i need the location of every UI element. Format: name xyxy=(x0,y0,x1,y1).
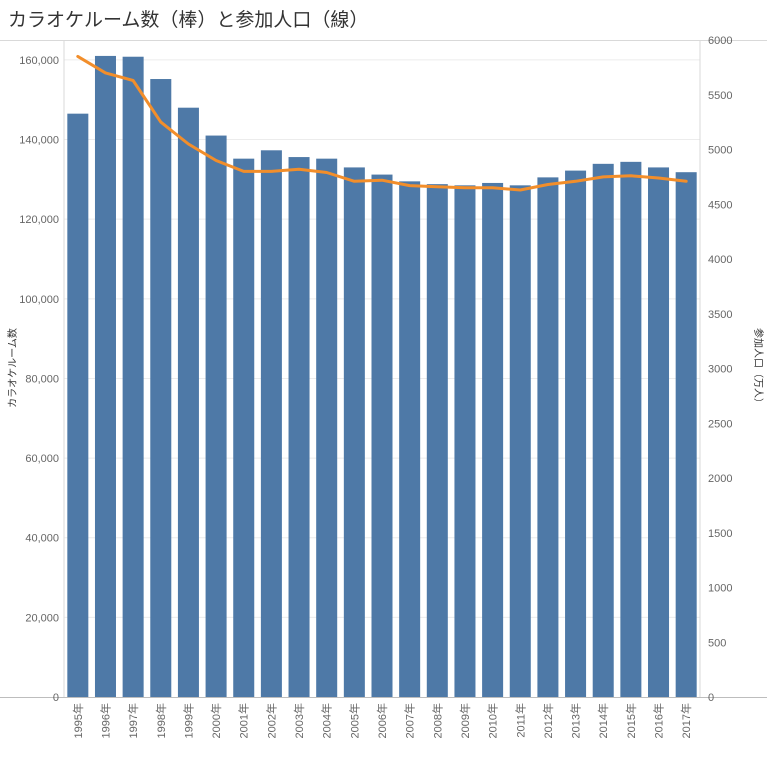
title-divider xyxy=(0,40,767,41)
x-tick-label: 1998年 xyxy=(154,703,168,738)
bar xyxy=(482,182,504,697)
left-tick-label: 40,000 xyxy=(25,533,59,545)
x-tick-label: 2016年 xyxy=(652,703,666,738)
right-tick-label: 5000 xyxy=(708,145,732,157)
x-tick-label: 1999年 xyxy=(181,703,195,738)
x-tick-label: 2012年 xyxy=(541,703,555,738)
right-tick-label: 1500 xyxy=(708,528,732,540)
bar xyxy=(509,185,531,697)
left-tick-label: 100,000 xyxy=(19,294,59,306)
bar xyxy=(205,135,227,698)
bar xyxy=(233,158,255,697)
x-tick-label: 2015年 xyxy=(624,703,638,738)
bar xyxy=(565,170,587,697)
x-tick-label: 2001年 xyxy=(237,703,251,738)
bar xyxy=(316,158,338,697)
left-tick-label: 0 xyxy=(53,692,59,704)
x-tick-label: 1995年 xyxy=(71,703,85,738)
left-tick-label: 120,000 xyxy=(19,214,59,226)
bar xyxy=(399,181,421,697)
bar xyxy=(454,185,476,697)
left-axis-title: カラオケルーム数 xyxy=(6,328,19,408)
x-tick-label: 2004年 xyxy=(320,703,334,738)
right-tick-label: 4000 xyxy=(708,254,732,266)
left-tick-label: 20,000 xyxy=(25,612,59,624)
x-tick-label: 2013年 xyxy=(569,703,583,738)
participation-line xyxy=(76,54,688,192)
bar xyxy=(537,177,559,697)
chart-title: カラオケルーム数（棒）と参加人口（線） xyxy=(8,9,369,31)
right-tick-label: 5500 xyxy=(708,90,732,102)
bar xyxy=(122,56,144,698)
right-tick-label: 0 xyxy=(708,692,714,704)
x-tick-label: 2002年 xyxy=(264,703,278,738)
right-tick-label: 4500 xyxy=(708,199,732,211)
x-tick-label: 2000年 xyxy=(209,703,223,738)
right-axis-title: 参加人口（万人） xyxy=(752,328,765,408)
left-tick-label: 140,000 xyxy=(19,135,59,147)
bar xyxy=(675,172,697,698)
right-tick-label: 6000 xyxy=(708,35,732,47)
bar xyxy=(177,107,199,697)
bar xyxy=(648,167,670,697)
right-tick-label: 500 xyxy=(708,637,726,649)
bar xyxy=(371,174,393,697)
right-tick-label: 2000 xyxy=(708,473,732,485)
x-tick-label: 2005年 xyxy=(347,703,361,738)
x-tick-label: 2010年 xyxy=(486,703,500,738)
bar xyxy=(426,184,448,697)
x-tick-label: 1996年 xyxy=(98,703,112,738)
bar xyxy=(620,161,642,698)
right-tick-label: 2500 xyxy=(708,418,732,430)
left-tick-label: 60,000 xyxy=(25,453,59,465)
x-tick-label: 2003年 xyxy=(292,703,306,738)
x-tick-label: 2009年 xyxy=(458,703,472,738)
right-tick-label: 1000 xyxy=(708,583,732,595)
bar xyxy=(150,79,172,697)
x-tick-label: 2006年 xyxy=(375,703,389,738)
x-tick-label: 2007年 xyxy=(403,703,417,738)
bar xyxy=(260,150,282,697)
x-tick-label: 2017年 xyxy=(679,703,693,738)
bar xyxy=(288,157,310,698)
x-tick-label: 2014年 xyxy=(596,703,610,738)
bar xyxy=(343,167,365,697)
right-tick-label: 3500 xyxy=(708,309,732,321)
bar xyxy=(592,163,614,698)
x-tick-label: 1997年 xyxy=(126,703,140,738)
right-tick-label: 3000 xyxy=(708,364,732,376)
x-tick-label: 2011年 xyxy=(513,703,527,738)
bar xyxy=(94,55,116,698)
bar xyxy=(67,113,89,697)
left-tick-label: 80,000 xyxy=(25,373,59,385)
x-tick-label: 2008年 xyxy=(430,703,444,738)
left-tick-label: 160,000 xyxy=(19,55,59,67)
